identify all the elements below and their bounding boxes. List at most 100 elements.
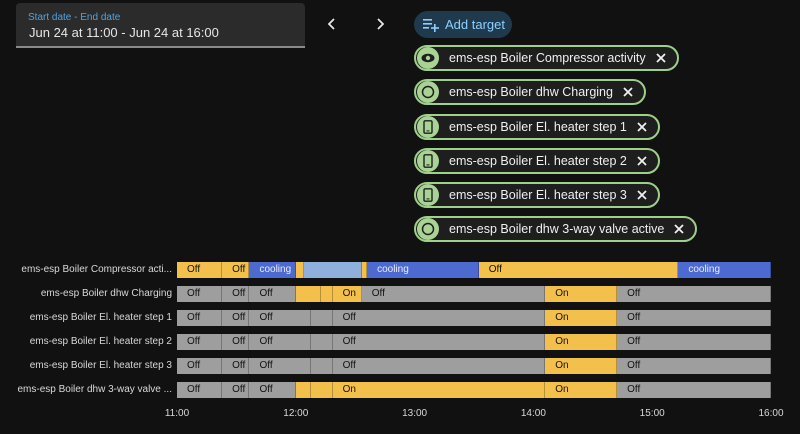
- timeline-segment[interactable]: Off: [249, 334, 312, 350]
- timeline-row-label: ems-esp Boiler El. heater step 2: [29, 336, 172, 347]
- timeline-segment[interactable]: Off: [332, 358, 546, 374]
- timeline-segment[interactable]: Off: [222, 334, 250, 350]
- timeline-row-label: ems-esp Boiler El. heater step 1: [29, 312, 172, 323]
- close-icon[interactable]: [636, 155, 648, 167]
- timeline-segment[interactable]: Off: [249, 358, 312, 374]
- close-icon[interactable]: [636, 121, 648, 133]
- timeline-segment[interactable]: cooling: [678, 262, 771, 278]
- timeline-segment[interactable]: Off: [249, 382, 296, 398]
- timeline-segment[interactable]: Off: [617, 310, 771, 326]
- timeline-segment[interactable]: [303, 262, 362, 278]
- timeline-segment[interactable]: [295, 262, 304, 278]
- add-target-button[interactable]: Add target: [414, 11, 512, 38]
- timeline-segment[interactable]: Off: [222, 310, 250, 326]
- timeline-segment[interactable]: Off: [617, 358, 771, 374]
- timeline-track: Off Off Off Off On Off: [177, 334, 771, 350]
- timeline-segment[interactable]: cooling: [367, 262, 479, 278]
- segment-state-label: Off: [232, 384, 246, 395]
- timeline-track: Off Off Off On Off On Off: [177, 286, 771, 302]
- timeline-segment[interactable]: Off: [222, 358, 250, 374]
- segment-state-label: cooling: [688, 264, 721, 275]
- segment-state-label: Off: [488, 264, 502, 275]
- target-chip-3-way-valve[interactable]: ems-esp Boiler dhw 3-way valve active: [414, 216, 698, 242]
- close-icon[interactable]: [636, 189, 648, 201]
- date-range-value[interactable]: Jun 24 at 11:00 - Jun 24 at 16:00: [29, 25, 219, 40]
- circle-icon: [417, 81, 439, 103]
- segment-state-label: cooling: [259, 264, 292, 275]
- timeline-segment[interactable]: Off: [177, 382, 223, 398]
- segment-state-label: Off: [342, 336, 356, 347]
- phone-icon: [417, 116, 439, 138]
- timeline-segment[interactable]: Off: [177, 310, 223, 326]
- chip-label: ems-esp Boiler El. heater step 1: [449, 120, 627, 134]
- date-range-label: Start date - End date: [28, 12, 121, 23]
- timeline-track: Off Off Off Off On Off: [177, 310, 771, 326]
- timeline-segment[interactable]: Off: [177, 262, 223, 278]
- segment-state-label: Off: [259, 384, 273, 395]
- close-icon[interactable]: [622, 86, 634, 98]
- timeline-segment[interactable]: On: [332, 286, 362, 302]
- timeline-segment[interactable]: On: [545, 358, 618, 374]
- timeline-segment[interactable]: Off: [177, 358, 223, 374]
- timeline-segment[interactable]: [311, 358, 333, 374]
- next-period-button[interactable]: [365, 9, 395, 39]
- timeline-segment[interactable]: On: [545, 382, 618, 398]
- segment-state-label: On: [555, 288, 569, 299]
- timeline-segment[interactable]: Off: [332, 310, 546, 326]
- timeline-segment[interactable]: cooling: [249, 262, 296, 278]
- timeline-segment[interactable]: Off: [222, 262, 250, 278]
- segment-state-label: On: [555, 360, 569, 371]
- timeline-segment[interactable]: [321, 286, 333, 302]
- timeline-segment[interactable]: Off: [361, 286, 546, 302]
- timeline-segment[interactable]: [295, 382, 312, 398]
- timeline-segment[interactable]: Off: [177, 334, 223, 350]
- close-icon[interactable]: [673, 223, 685, 235]
- timeline-segment[interactable]: [311, 382, 333, 398]
- target-chip-compressor-activity[interactable]: ems-esp Boiler Compressor activity: [414, 45, 679, 71]
- segment-state-label: Off: [371, 288, 385, 299]
- segment-state-label: Off: [627, 288, 641, 299]
- timeline-segment[interactable]: Off: [222, 286, 250, 302]
- target-chip-heater-step-1[interactable]: ems-esp Boiler El. heater step 1: [414, 114, 660, 140]
- timeline-segment[interactable]: On: [545, 310, 618, 326]
- segment-state-label: Off: [232, 312, 246, 323]
- timeline-segment[interactable]: On: [545, 286, 618, 302]
- segment-state-label: Off: [187, 336, 201, 347]
- segment-state-label: Off: [627, 360, 641, 371]
- timeline-segment[interactable]: Off: [617, 286, 771, 302]
- timeline-segment[interactable]: Off: [249, 286, 296, 302]
- circle-icon: [417, 218, 439, 240]
- timeline-segment[interactable]: Off: [617, 334, 771, 350]
- target-chip-heater-step-3[interactable]: ems-esp Boiler El. heater step 3: [414, 182, 660, 208]
- timeline-segment[interactable]: Off: [478, 262, 679, 278]
- timeline-segment[interactable]: Off: [222, 382, 250, 398]
- timeline-segment[interactable]: Off: [617, 382, 771, 398]
- segment-state-label: On: [555, 384, 569, 395]
- timeline-segment[interactable]: Off: [249, 310, 312, 326]
- segment-state-label: Off: [259, 312, 273, 323]
- segment-state-label: On: [342, 288, 356, 299]
- timeline-segment[interactable]: On: [545, 334, 618, 350]
- time-axis-tick-label: 16:00: [758, 408, 784, 419]
- date-range-picker[interactable]: Start date - End date Jun 24 at 11:00 - …: [16, 3, 305, 48]
- target-chip-heater-step-2[interactable]: ems-esp Boiler El. heater step 2: [414, 148, 660, 174]
- timeline-track: Off Off Off Off On Off: [177, 358, 771, 374]
- timeline-segment[interactable]: [361, 262, 368, 278]
- timeline-segment[interactable]: [311, 334, 333, 350]
- segment-state-label: Off: [232, 360, 246, 371]
- target-chip-dhw-charging[interactable]: ems-esp Boiler dhw Charging: [414, 79, 646, 105]
- timeline-segment[interactable]: Off: [332, 334, 546, 350]
- timeline-segment[interactable]: Off: [177, 286, 223, 302]
- segment-state-label: Off: [627, 384, 641, 395]
- segment-state-label: Off: [232, 288, 246, 299]
- timeline-segment[interactable]: [295, 286, 322, 302]
- segment-state-label: Off: [187, 288, 201, 299]
- segment-state-label: On: [342, 384, 356, 395]
- segment-state-label: Off: [342, 360, 356, 371]
- timeline-segment[interactable]: [311, 310, 333, 326]
- timeline-segment[interactable]: On: [332, 382, 546, 398]
- previous-period-button[interactable]: [317, 9, 347, 39]
- chip-label: ems-esp Boiler dhw Charging: [449, 85, 613, 99]
- timeline-row-label: ems-esp Boiler El. heater step 3: [29, 360, 172, 371]
- close-icon[interactable]: [655, 52, 667, 64]
